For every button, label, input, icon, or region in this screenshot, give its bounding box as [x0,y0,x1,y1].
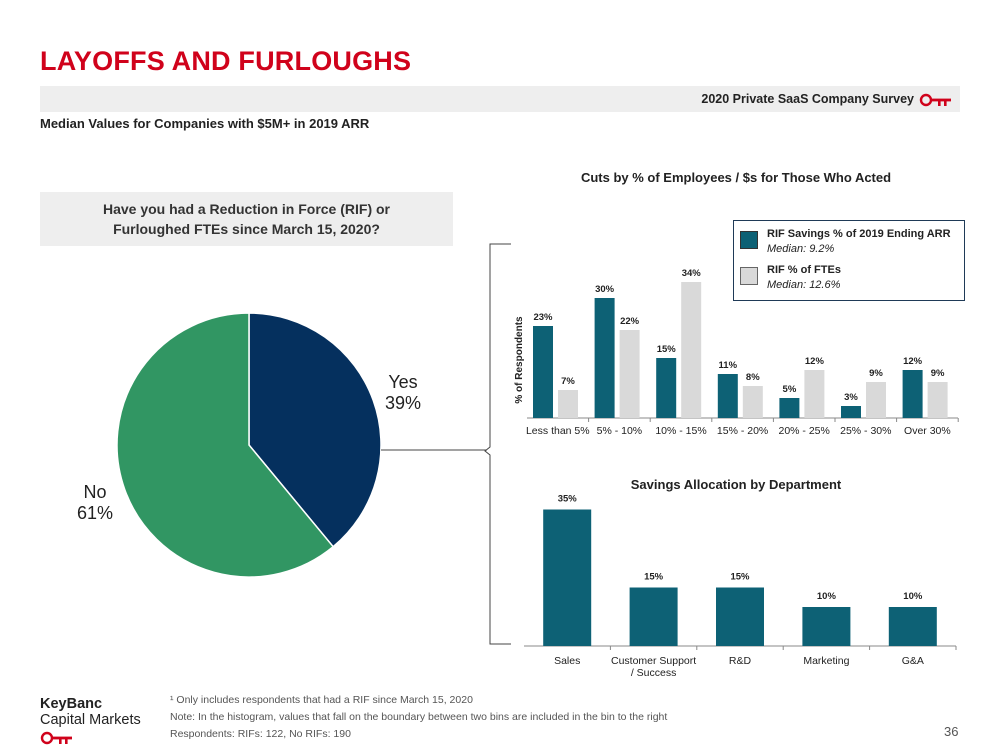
cuts-bar-value-label: 23% [533,312,553,323]
cuts-bar-ftes-4 [804,370,825,418]
legend-median-rif-ftes: Median: 12.6% [767,279,841,291]
cuts-chart-ylabel: % of Respondents [514,316,525,404]
savings-x-tick-label: / Success [631,667,677,679]
cuts-bar-value-label: 30% [595,284,615,295]
cuts-bar-value-label: 12% [903,356,923,367]
savings-bar-0 [543,509,592,646]
cuts-bars: 23% 7% Less than 5% 30% 22% 5% - 10% 15% 34% 10%… [526,268,959,437]
cuts-bar-savings-3 [717,374,738,418]
cuts-bar-value-label: 7% [561,376,575,387]
cuts-bar-value-label: 11% [719,360,738,371]
savings-x-tick-label: Sales [554,655,580,667]
savings-bar-value-label: 15% [730,572,750,583]
cuts-bar-value-label: 5% [783,384,797,395]
page-subtitle: Median Values for Companies with $5M+ in… [40,116,370,131]
key-logo-icon [919,93,951,107]
cuts-chart-title: Cuts by % of Employees / $s for Those Wh… [581,170,891,185]
savings-x-tick-label: R&D [729,655,752,667]
cuts-bar-savings-4 [779,398,800,418]
pie-label-yes-name: Yes [388,372,418,392]
cuts-bar-value-label: 15% [657,344,677,355]
logo-line1: KeyBanc [40,696,103,712]
footnote: ¹ Only includes respondents that had a R… [170,692,667,743]
savings-bars: 35% Sales 15% Customer Support/ Success 15% R… [543,494,957,679]
savings-x-tick-label: Customer Support [611,655,696,667]
legend-swatch-gray [740,267,758,285]
logo-line2: Capital Markets [40,712,141,728]
footnote-line2: Note: In the histogram, values that fall… [170,711,668,723]
savings-bar-1 [629,587,678,646]
page-title: LAYOFFS AND FURLOUGHS [40,46,412,76]
key-icon [40,731,72,745]
savings-chart-title: Savings Allocation by Department [631,477,842,492]
cuts-x-tick-label: 25% - 30% [840,425,891,437]
survey-label: 2020 Private SaaS Company Survey [701,92,914,106]
cuts-x-tick-label: Less than 5% [526,425,590,437]
cuts-x-tick-label: 10% - 15% [655,425,706,437]
cuts-bar-value-label: 9% [869,368,883,379]
legend-label-rif-ftes: RIF % of FTEs [767,264,841,276]
pie-slice-no [116,312,335,578]
cuts-bar-ftes-5 [866,382,886,418]
pie-label-no-pct: 61% [76,503,114,523]
savings-bar-value-label: 35% [558,494,578,505]
savings-bar-value-label: 10% [903,591,923,602]
footnote-line3: Respondents: RIFs: 122, No RIFs: 190 [170,728,351,740]
cuts-bar-savings-1 [594,298,615,418]
savings-bar-2 [716,587,764,646]
pie-label-no-name: No [83,482,107,502]
cuts-bar-value-label: 9% [931,368,945,379]
cuts-bar-ftes-0 [558,390,578,418]
cuts-x-tick-label: 20% - 25% [779,425,830,437]
cuts-x-tick-label: 5% - 10% [597,425,643,437]
footnote-line1: ¹ Only includes respondents that had a R… [170,694,473,706]
pie-label-yes-pct: 39% [384,393,422,413]
pie-question-line1: Have you had a Reduction in Force (RIF) … [102,201,391,217]
cuts-bar-ftes-2 [681,282,702,418]
savings-bar-4 [888,607,937,646]
cuts-bar-ftes-3 [742,386,763,418]
survey-banner: 2020 Private SaaS Company Survey [40,86,960,112]
legend-label-rif-savings: RIF Savings % of 2019 Ending ARR [767,228,951,240]
cuts-bar-ftes-6 [927,382,948,418]
pie-slice-yes [248,312,382,548]
cuts-bar-ftes-1 [619,330,640,418]
savings-bar-value-label: 15% [644,572,664,583]
cuts-bar-savings-5 [841,406,861,418]
cuts-bar-value-label: 3% [844,392,858,403]
pie-question-box: Have you had a Reduction in Force (RIF) … [40,192,453,246]
cuts-bar-savings-6 [902,370,923,418]
legend-swatch-teal [740,231,758,249]
cuts-bar-value-label: 34% [682,268,702,279]
keybanc-logo: KeyBanc Capital Markets [40,696,141,750]
savings-x-tick-label: Marketing [803,655,849,667]
cuts-bar-savings-2 [656,358,677,418]
cuts-bar-value-label: 8% [746,372,760,383]
cuts-x-tick-label: 15% - 20% [717,425,768,437]
cuts-bar-savings-0 [533,326,553,418]
cuts-bar-value-label: 12% [805,356,825,367]
page-number: 36 [944,724,959,739]
cuts-bar-value-label: 22% [620,316,640,327]
cuts-x-tick-label: Over 30% [904,425,951,437]
savings-bar-value-label: 10% [817,591,837,602]
savings-bar-3 [802,607,851,646]
cuts-chart-legend: RIF Savings % of 2019 Ending ARR Median:… [733,220,965,301]
pie-label-yes: Yes 39% [378,372,428,414]
legend-median-rif-savings: Median: 9.2% [767,243,835,255]
savings-x-tick-label: G&A [902,655,924,667]
pie-question-line2: Furloughed FTEs since March 15, 2020? [113,221,380,237]
pie-label-no: No 61% [70,482,120,524]
